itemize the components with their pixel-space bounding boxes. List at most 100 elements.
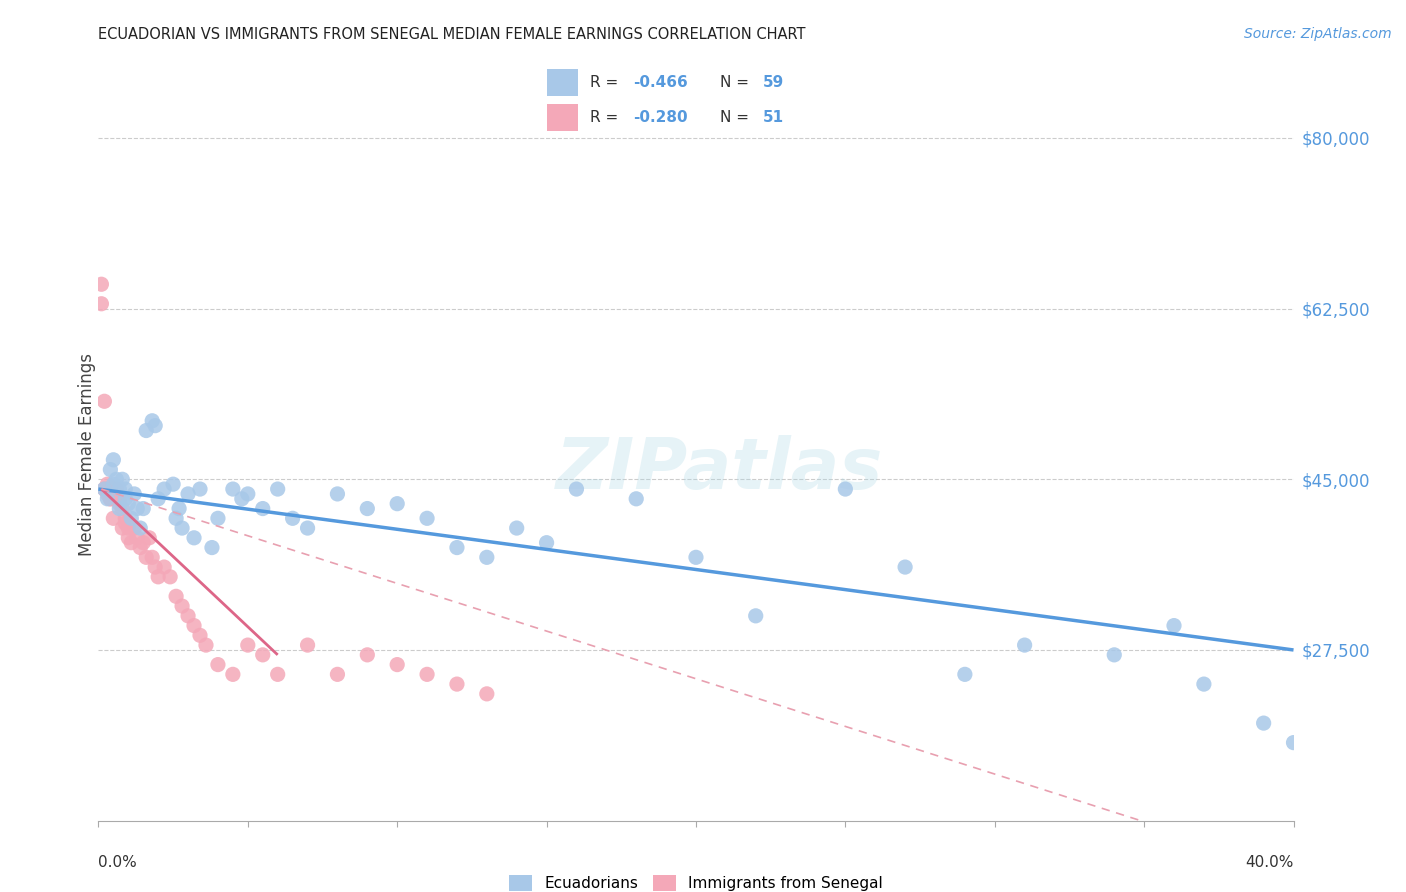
Point [172, 521, 194, 535]
Point [129, 521, 152, 535]
Point [108, 497, 131, 511]
Point [114, 491, 136, 506]
Point [148, 570, 170, 584]
Text: ZIPatlas: ZIPatlas [557, 435, 883, 504]
Point [626, 491, 648, 506]
Point [222, 482, 245, 496]
Point [326, 487, 349, 501]
Point [117, 497, 139, 511]
Point [475, 550, 498, 565]
Text: 40.0%: 40.0% [1246, 855, 1294, 870]
Point [96, 491, 118, 506]
Point [267, 667, 290, 681]
Point [207, 657, 229, 672]
Point [93, 482, 115, 496]
Point [297, 521, 319, 535]
Point [1192, 677, 1215, 691]
Point [132, 501, 155, 516]
Point [195, 638, 218, 652]
Point [100, 491, 122, 506]
Point [745, 608, 768, 623]
Point [188, 628, 211, 642]
Point [153, 560, 176, 574]
Point [108, 482, 131, 496]
Point [162, 477, 184, 491]
Point [114, 482, 136, 496]
Point [135, 550, 157, 565]
Point [105, 482, 128, 496]
Point [416, 511, 439, 525]
Legend: Ecuadorians, Immigrants from Senegal: Ecuadorians, Immigrants from Senegal [503, 869, 889, 892]
Text: N =: N = [720, 75, 754, 90]
Text: R =: R = [591, 75, 623, 90]
Bar [547, 104, 578, 130]
Point [93, 394, 115, 409]
Point [114, 511, 136, 525]
Point [96, 477, 118, 491]
Text: -0.466: -0.466 [633, 75, 688, 90]
Point [177, 487, 200, 501]
Text: 0.0%: 0.0% [98, 855, 138, 870]
Point [297, 638, 319, 652]
Point [90, 297, 112, 311]
Point [1014, 638, 1036, 652]
Point [143, 418, 166, 433]
Point [236, 487, 259, 501]
Point [685, 550, 707, 565]
Point [124, 487, 146, 501]
Point [356, 648, 378, 662]
Point [124, 521, 146, 535]
Point [103, 452, 125, 467]
Text: N =: N = [720, 110, 754, 125]
Point [96, 482, 118, 496]
Point [105, 487, 128, 501]
Point [129, 541, 152, 555]
Point [111, 472, 134, 486]
Point [103, 482, 125, 496]
Point [222, 667, 245, 681]
Point [236, 638, 259, 652]
Point [385, 657, 409, 672]
Point [385, 497, 409, 511]
Point [148, 491, 170, 506]
Point [356, 501, 378, 516]
Point [252, 648, 274, 662]
Point [416, 667, 439, 681]
Text: R =: R = [591, 110, 623, 125]
Point [96, 487, 118, 501]
Point [207, 511, 229, 525]
Point [1253, 716, 1275, 731]
Point [1163, 618, 1185, 632]
Point [103, 477, 125, 491]
Point [834, 482, 856, 496]
Bar [547, 70, 578, 95]
Point [953, 667, 976, 681]
Point [1282, 736, 1305, 750]
Point [135, 424, 157, 438]
Point [326, 667, 349, 681]
Point [114, 516, 136, 531]
Point [93, 482, 115, 496]
Point [111, 501, 134, 516]
Text: 59: 59 [763, 75, 785, 90]
Point [172, 599, 194, 613]
Point [267, 482, 290, 496]
Point [117, 531, 139, 545]
Point [231, 491, 253, 506]
Point [132, 535, 155, 549]
Point [159, 570, 181, 584]
Point [183, 531, 205, 545]
Point [165, 590, 187, 604]
Point [894, 560, 917, 574]
Point [111, 521, 134, 535]
Text: -0.280: -0.280 [633, 110, 688, 125]
Point [108, 501, 131, 516]
Point [201, 541, 224, 555]
Point [446, 541, 468, 555]
Point [143, 560, 166, 574]
Point [281, 511, 304, 525]
Point [120, 511, 142, 525]
Y-axis label: Median Female Earnings: Median Female Earnings [79, 353, 96, 557]
Text: ECUADORIAN VS IMMIGRANTS FROM SENEGAL MEDIAN FEMALE EARNINGS CORRELATION CHART: ECUADORIAN VS IMMIGRANTS FROM SENEGAL ME… [98, 27, 806, 42]
Point [188, 482, 211, 496]
